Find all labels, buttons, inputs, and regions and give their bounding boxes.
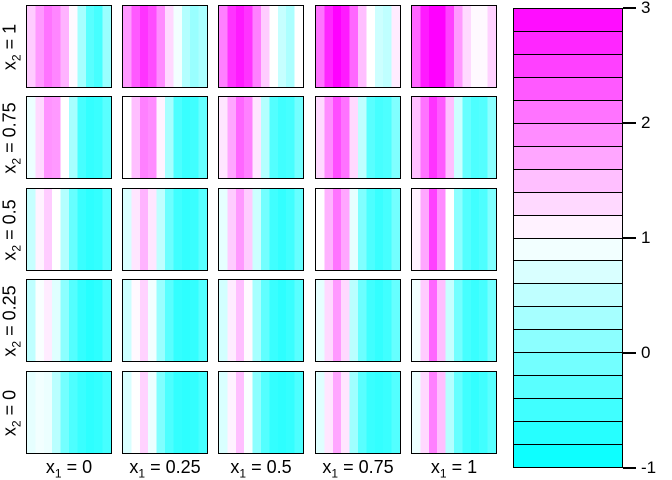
row-label-2: x2 = 0.5 bbox=[0, 198, 26, 261]
row-label-1-subscript: 2 bbox=[9, 157, 24, 165]
colorbar-segment-18 bbox=[514, 422, 622, 446]
heatmap-panel-r0-c0 bbox=[26, 5, 112, 88]
col-label-3-subscript: 1 bbox=[331, 466, 339, 480]
col-label-4: x1 = 1 bbox=[431, 457, 477, 480]
heatmap-panel-r2-c3 bbox=[315, 188, 401, 271]
heatmap-panel-r2-c0 bbox=[26, 188, 112, 271]
colorbar-segment-7 bbox=[514, 169, 622, 193]
row-label-2-subscript: 2 bbox=[9, 244, 24, 252]
row-label-4: x2 = 0 bbox=[0, 389, 26, 436]
col-label-1: x1 = 0.25 bbox=[129, 457, 200, 480]
heatmap-panel-r4-c1 bbox=[122, 371, 208, 454]
colorbar-segment-3 bbox=[514, 77, 622, 101]
colorbar bbox=[513, 8, 623, 468]
row-label-3-value: = 0.25 bbox=[0, 284, 20, 341]
row-label-3-var: x bbox=[0, 347, 20, 357]
heatmap-panel-r3-c2 bbox=[218, 279, 304, 362]
heatmap-panel-r4-c0 bbox=[26, 371, 112, 454]
colorbar-segment-17 bbox=[514, 399, 622, 423]
colorbar-segment-5 bbox=[514, 123, 622, 147]
colorbar-tick-label-2: 1 bbox=[641, 228, 651, 247]
col-label-2: x1 = 0.5 bbox=[230, 457, 291, 480]
colorbar-segment-19 bbox=[514, 445, 622, 468]
col-label-3-var: x bbox=[322, 457, 332, 477]
col-label-0-subscript: 1 bbox=[54, 466, 62, 480]
heatmap-panel-r2-c2 bbox=[218, 188, 304, 271]
row-label-0-value: = 1 bbox=[0, 23, 20, 54]
heatmap-panel-r3-c0 bbox=[26, 279, 112, 362]
colorbar-segment-16 bbox=[514, 376, 622, 400]
colorbar-tick-1 bbox=[623, 122, 636, 124]
colorbar-segment-0 bbox=[514, 9, 622, 32]
heatmap-panel-r0-c3 bbox=[315, 5, 401, 88]
colorbar-segment-13 bbox=[514, 307, 622, 331]
col-label-0: x1 = 0 bbox=[46, 457, 92, 480]
heatmap-panel-r0-c2 bbox=[218, 5, 304, 88]
heatmap-panel-r1-c1 bbox=[122, 96, 208, 179]
heatmap-panel-r2-c1 bbox=[122, 188, 208, 271]
colorbar-segment-12 bbox=[514, 284, 622, 308]
col-label-1-var: x bbox=[129, 457, 139, 477]
col-label-1-subscript: 1 bbox=[138, 466, 146, 480]
row-label-2-var: x bbox=[0, 251, 20, 261]
row-label-0-var: x bbox=[0, 60, 20, 70]
colorbar-segment-11 bbox=[514, 261, 622, 285]
colorbar-segment-9 bbox=[514, 215, 622, 239]
row-label-3: x2 = 0.25 bbox=[0, 284, 26, 357]
heatmap-panel-r0-c4 bbox=[411, 5, 497, 88]
heatmap-panel-r4-c4 bbox=[411, 371, 497, 454]
row-label-2-value: = 0.5 bbox=[0, 198, 20, 245]
heatmap-panel-r0-c1 bbox=[122, 5, 208, 88]
heatmap-panel-r1-c3 bbox=[315, 96, 401, 179]
col-label-0-var: x bbox=[45, 457, 55, 477]
row-label-0: x2 = 1 bbox=[0, 23, 26, 70]
col-label-4-value: = 1 bbox=[446, 457, 478, 477]
col-label-2-var: x bbox=[230, 457, 240, 477]
colorbar-segment-14 bbox=[514, 330, 622, 354]
row-label-1: x2 = 0.75 bbox=[0, 101, 26, 174]
col-label-1-value: = 0.25 bbox=[145, 457, 201, 477]
row-label-3-subscript: 2 bbox=[9, 340, 24, 348]
heatmap-panel-r1-c4 bbox=[411, 96, 497, 179]
colorbar-tick-2 bbox=[623, 237, 636, 239]
row-label-0-subscript: 2 bbox=[9, 53, 24, 61]
col-label-2-subscript: 1 bbox=[239, 466, 247, 480]
colorbar-segment-2 bbox=[514, 54, 622, 78]
col-label-3: x1 = 0.75 bbox=[322, 457, 393, 480]
heatmap-panel-r2-c4 bbox=[411, 188, 497, 271]
col-label-0-value: = 0 bbox=[61, 457, 93, 477]
colorbar-tick-label-4: -1 bbox=[641, 458, 657, 477]
colorbar-tick-label-0: 3 bbox=[641, 0, 651, 17]
colorbar-segment-4 bbox=[514, 100, 622, 124]
colorbar-tick-3 bbox=[623, 352, 636, 354]
col-label-3-value: = 0.75 bbox=[338, 457, 394, 477]
colorbar-segment-10 bbox=[514, 238, 622, 262]
colorbar-tick-label-1: 2 bbox=[641, 113, 651, 132]
heatmap-panel-r3-c4 bbox=[411, 279, 497, 362]
heatmap-panel-r1-c2 bbox=[218, 96, 304, 179]
colorbar-segment-8 bbox=[514, 192, 622, 216]
col-label-4-subscript: 1 bbox=[439, 466, 447, 480]
colorbar-segment-15 bbox=[514, 353, 622, 377]
colorbar-segment-1 bbox=[514, 31, 622, 55]
colorbar-tick-0 bbox=[623, 7, 636, 9]
row-label-1-value: = 0.75 bbox=[0, 101, 20, 158]
colorbar-tick-label-3: 0 bbox=[641, 343, 651, 362]
heatmap-panel-r3-c3 bbox=[315, 279, 401, 362]
row-label-4-var: x bbox=[0, 426, 20, 436]
heatmap-panel-r4-c2 bbox=[218, 371, 304, 454]
col-label-4-var: x bbox=[430, 457, 440, 477]
col-label-2-value: = 0.5 bbox=[246, 457, 292, 477]
colorbar-segment-6 bbox=[514, 146, 622, 170]
heatmap-panel-r1-c0 bbox=[26, 96, 112, 179]
row-label-4-subscript: 2 bbox=[9, 419, 24, 427]
row-label-4-value: = 0 bbox=[0, 389, 20, 420]
colorbar-tick-4 bbox=[623, 467, 636, 469]
row-label-1-var: x bbox=[0, 164, 20, 174]
heatmap-panel-r3-c1 bbox=[122, 279, 208, 362]
heatmap-panel-r4-c3 bbox=[315, 371, 401, 454]
